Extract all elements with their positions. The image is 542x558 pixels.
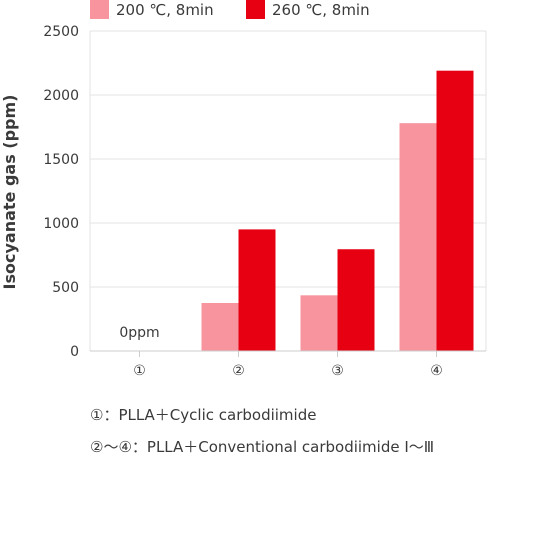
footnote-conventional: ②〜④：PLLA＋Conventional carbodiimide Ⅰ〜Ⅲ [90,438,435,456]
legend-swatch-2 [246,0,265,19]
grid-lines [89,30,487,351]
annotation-zero-ppm: 0ppm [119,325,159,341]
bar-series2-cat2 [238,229,276,351]
y-axis-title: Isocyanate gas (ppm) [0,95,19,290]
bar-series2-cat4 [436,70,474,352]
bar-series1-cat2 [201,303,239,351]
x-tick-label-4: ④ [430,363,443,379]
legend: 200 ℃, 8min 260 ℃, 8min [90,0,370,19]
x-tick-label-1: ① [133,363,146,379]
x-tick-label-2: ② [232,363,245,379]
x-tick-label-3: ③ [331,363,344,379]
bars: 0ppm [119,70,474,352]
y-tick-label-0: 0 [70,344,79,360]
legend-label-1: 200 ℃, 8min [116,1,214,19]
legend-swatch-1 [90,0,109,19]
bar-series2-cat3 [337,249,375,351]
y-tick-label-2000: 2000 [43,88,79,104]
y-tick-label-1000: 1000 [43,216,79,232]
y-tick-label-1500: 1500 [43,152,79,168]
axes: 0 500 1000 1500 2000 2500 ① ② ③ ④ [43,24,486,379]
bar-series1-cat4 [399,123,437,351]
legend-label-2: 260 ℃, 8min [272,1,370,19]
y-tick-label-2500: 2500 [43,24,79,40]
footnote-cyclic: ①：PLLA＋Cyclic carbodiimide [90,406,317,424]
y-tick-label-500: 500 [52,280,79,296]
bar-series1-cat3 [300,295,338,351]
